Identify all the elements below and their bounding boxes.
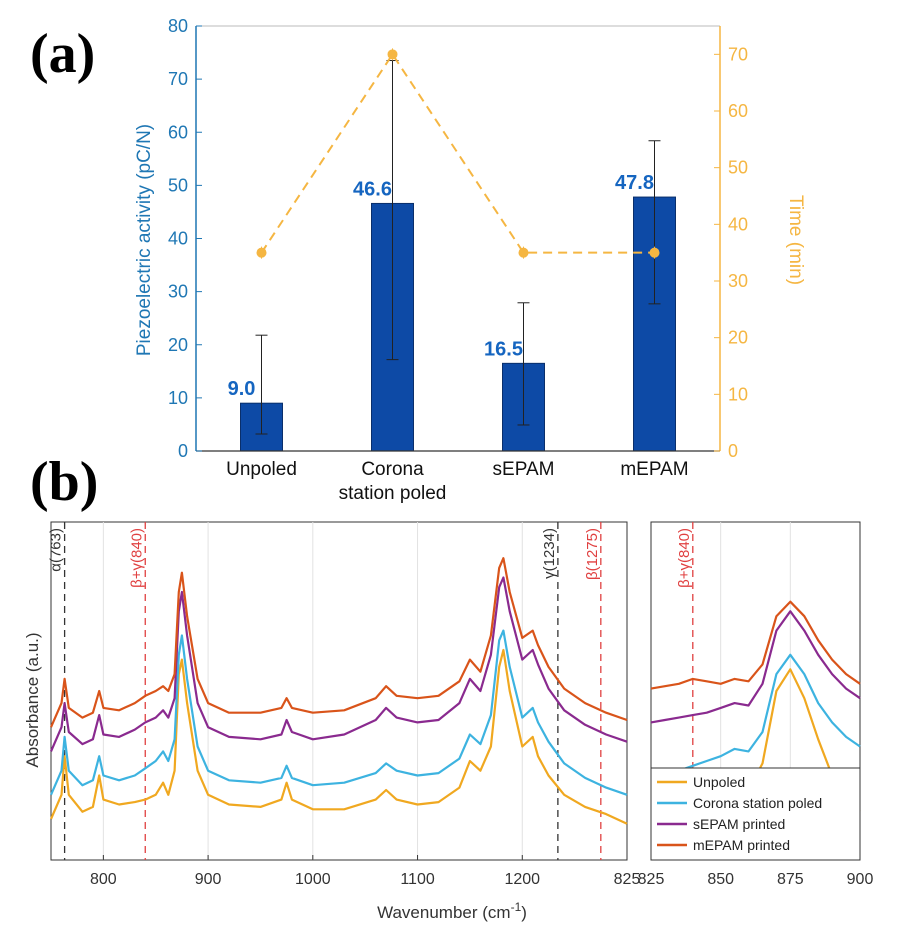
x-tick-label: Unpoled [226,459,297,480]
y-tick-label: 10 [168,388,188,408]
spectrum-line [49,576,628,752]
chart-a-y2label: Time (min) [785,195,806,285]
bar-data-label: 46.6 [353,178,392,200]
y-tick-label: 30 [168,282,188,302]
y2-tick-label: 30 [728,271,748,291]
legend-label: sEPAM printed [693,816,785,832]
chart-b-xlabel-end: ) [521,903,527,922]
y-tick-label: 50 [168,175,188,195]
y-tick-label: 80 [168,16,188,36]
y2-tick-label: 20 [728,328,748,348]
y-tick-label: 40 [168,229,188,249]
y2-tick-label: 50 [728,158,748,178]
x-tick-label: 900 [847,871,874,888]
x-tick-label-line: station poled [339,483,447,504]
chart-a-ylabel: Piezoelectric activity (pC/N) [134,124,155,356]
x-tick-label: mEPAM [620,459,688,480]
x-tick-label-line: Unpoled [226,459,297,480]
bar-data-label: 16.5 [484,338,523,360]
bar-data-label: 47.8 [615,172,654,194]
chart-b-xlabel: Wavenumber (cm-1) [377,900,527,922]
x-tick-label: Corona station poled [339,459,447,504]
x-tick-label: sEPAM [493,459,555,480]
x-tick-label: 1200 [504,871,540,888]
chart-b-xlabel-main: Wavenumber (cm [377,903,511,922]
y2-tick-label: 0 [728,441,738,461]
peak-marker-label: β(1275) [584,528,601,580]
y-tick-label: 0 [178,441,188,461]
chart-b-inset: β+γ(840) 825 850 875 900 Unpoled Corona stat… [638,521,874,888]
spectrum-line [650,610,861,724]
peak-marker-label: α(763) [48,528,65,572]
chart-a: 9.0 46.6 16.5 47.8 0 10 20 30 40 50 60 70 80 0 10 20 3… [134,16,806,504]
peak-marker-label: β+γ(840) [676,528,693,588]
x-tick-label: 850 [707,871,734,888]
peak-marker-label: β+γ(840) [128,528,145,588]
x-tick-label: 875 [777,871,804,888]
peak-marker-label: γ(1234) [541,528,558,579]
chart-b-main: α(763) β+γ(840) γ(1234) β(1275) 800 900 1000 1… [48,521,641,888]
spectrum-line [49,557,628,728]
y2-tick-label: 10 [728,384,748,404]
legend-label: Corona station poled [693,795,822,811]
time-line [260,52,655,254]
x-tick-label: 825 [614,871,641,888]
x-tick-label: 1000 [295,871,331,888]
legend-label: Unpoled [693,774,745,790]
x-tick-label: 825 [638,871,665,888]
y2-tick-label: 40 [728,214,748,234]
panel-label-b: (b) [30,451,98,513]
legend-label: mEPAM printed [693,837,790,853]
chart-b-xlabel-sup: -1 [511,900,522,914]
bar-data-label: 9.0 [228,378,256,400]
y-tick-label: 70 [168,69,188,89]
chart-b-main-plot-area [50,521,628,861]
chart-b-ylabel: Absorbance (a.u.) [23,632,42,767]
spectrum-line [650,600,861,690]
y2-tick-label: 60 [728,101,748,121]
x-tick-label-line: sEPAM [493,459,555,480]
x-tick-label: 800 [90,871,117,888]
y2-tick-label: 70 [728,44,748,64]
panel-label-a: (a) [30,23,95,85]
x-tick-label: 1100 [400,871,435,888]
y-tick-label: 20 [168,335,188,355]
x-tick-label-line: Corona [361,459,424,480]
x-tick-label-line: mEPAM [620,459,688,480]
spectrum-line [49,648,628,825]
x-tick-label: 900 [195,871,222,888]
y-tick-label: 60 [168,122,188,142]
spectrum-line [49,629,628,796]
chart-a-plot-area [196,26,720,451]
